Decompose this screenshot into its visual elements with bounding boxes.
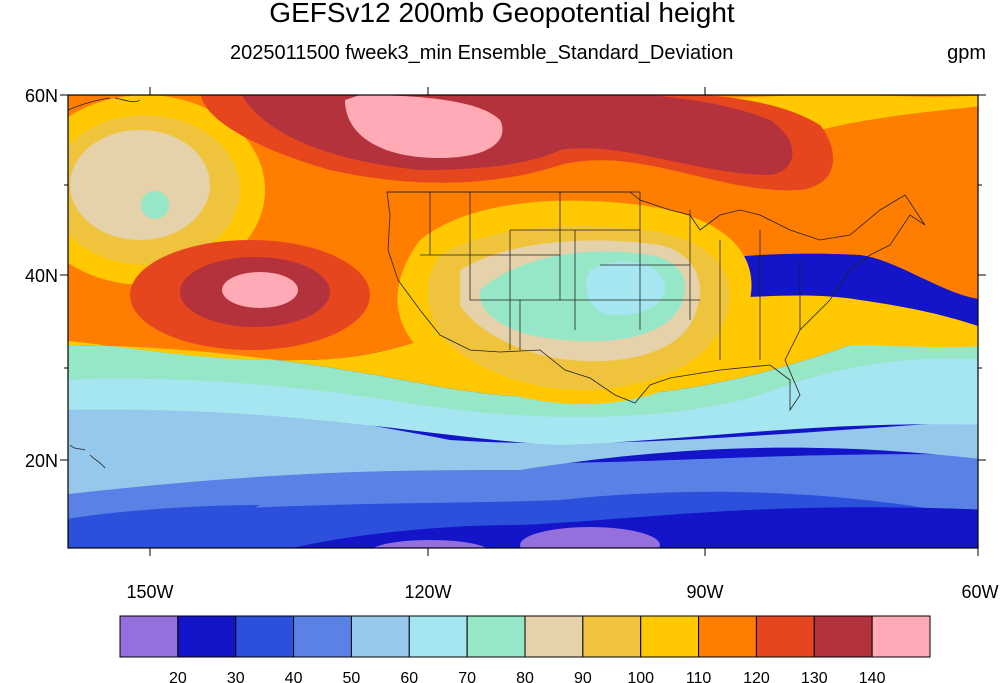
colorbar-swatch [350,615,410,658]
colorbar-label: 60 [400,670,418,683]
colorbar-swatch [293,615,352,658]
colorbar-swatch [871,615,931,658]
lat-label-20n: 20N [25,451,58,471]
page-title: GEFSv12 200mb Geopotential height [269,0,735,28]
plot-frame [67,94,979,549]
colorbar-label: 100 [627,670,654,683]
colorbar-label: 120 [743,670,770,683]
colorbar-swatch [813,615,873,658]
lon-label-150w: 150W [126,582,173,602]
colorbar-swatch [582,615,642,658]
colorbar-label: 110 [686,670,712,683]
colorbar-swatch [177,615,237,658]
lat-label-60n: 60N [25,86,58,106]
lon-label-60w: 60W [961,582,998,602]
colorbar-swatch [466,615,526,658]
colorbar-label: 80 [516,670,534,683]
lat-label-40n: 40N [25,266,58,286]
lon-label-120w: 120W [404,582,451,602]
subtitle: 2025011500 fweek3_min Ensemble_Standard_… [230,42,734,64]
colorbar-swatch [119,615,179,658]
lat-ticks [60,94,986,461]
colorbar-label: 40 [285,670,303,683]
colorbar-swatch [698,615,757,658]
colorbar-label: 50 [343,670,361,683]
colorbar-label: 20 [169,670,187,683]
coastlines [68,97,926,469]
colorbar-label: 140 [859,670,886,683]
colorbar-label: 130 [801,670,828,683]
colorbar-label: 90 [574,670,592,683]
colorbar-swatch [524,615,584,658]
colorbar-swatch [640,615,700,658]
lon-ticks [149,87,979,556]
colorbar-swatch [408,615,468,658]
colorbar-label: 70 [458,670,476,683]
colorbar: 20 30 40 50 60 70 80 90 100 110 120 130 140 [119,615,931,683]
colorbar-swatch [755,615,815,658]
colorbar-swatch [235,615,295,658]
units-label: gpm [947,42,986,64]
lon-label-90w: 90W [686,582,723,602]
colorbar-label: 30 [227,670,245,683]
